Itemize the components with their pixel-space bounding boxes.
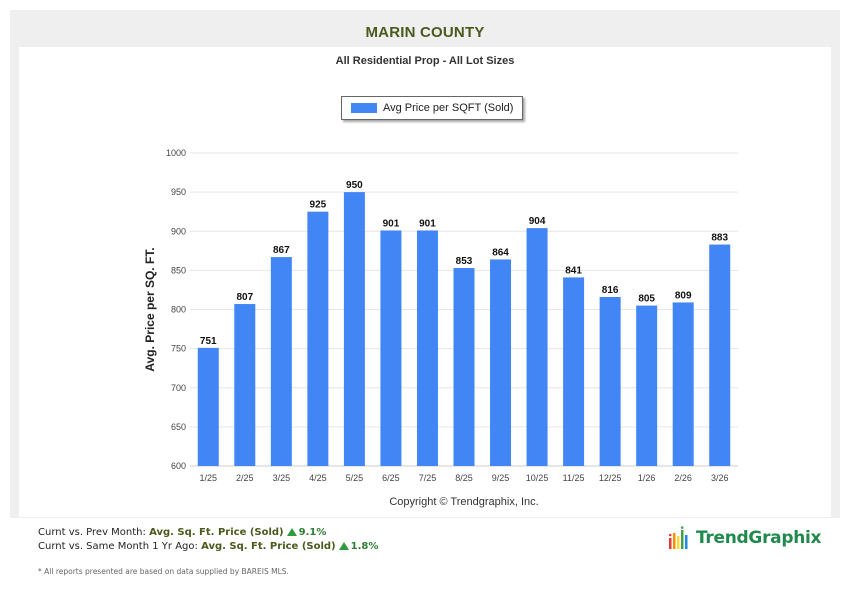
bar — [526, 228, 548, 466]
bar — [672, 302, 694, 466]
footer-prev-prefix: Curnt vs. Prev Month: — [38, 527, 146, 538]
y-tick-label: 800 — [171, 305, 186, 315]
y-tick-label: 900 — [171, 226, 186, 236]
bar — [270, 257, 292, 466]
bar-chart-logo-icon — [668, 526, 688, 549]
chart-legend[interactable]: Avg Price per SQFT (Sold) — [341, 96, 523, 120]
bar — [197, 347, 219, 466]
data-label: 751 — [200, 336, 217, 347]
data-label: 904 — [529, 216, 546, 227]
chart-subtitle: All Residential Prop - All Lot Sizes — [335, 55, 515, 67]
y-axis-title: Avg. Price per SQ. FT. — [143, 247, 157, 371]
bar — [490, 259, 512, 466]
x-tick-label: 2/26 — [674, 473, 692, 483]
bar — [343, 192, 365, 466]
brand-name: TrendGraphix — [696, 528, 822, 548]
data-label: 807 — [236, 292, 253, 303]
y-tick-label: 750 — [171, 344, 186, 354]
bar-chart: 600 650 700 750 800 850 900 950 1000 Avg. Price p… — [143, 148, 738, 508]
copyright-text: Copyright © Trendgraphix, Inc. — [389, 496, 538, 508]
x-tick-label: 12/25 — [599, 473, 622, 483]
x-tick-label: 3/25 — [273, 473, 291, 483]
bar — [563, 277, 585, 466]
x-tick-label: 1/26 — [638, 473, 656, 483]
footer-prev-metric: Avg. Sq. Ft. Price (Sold) — [149, 527, 284, 538]
bar — [453, 268, 475, 466]
y-tick-label: 1000 — [166, 148, 186, 158]
data-label: 901 — [419, 218, 436, 229]
data-label: 883 — [711, 233, 728, 244]
y-tick-label: 700 — [171, 383, 186, 393]
bar — [307, 211, 329, 466]
up-arrow-icon — [286, 528, 297, 536]
x-tick-label: 6/25 — [382, 473, 400, 483]
chart-panel: All Residential Prop - All Lot Sizes Avg… — [19, 47, 831, 517]
data-label: 950 — [346, 180, 363, 191]
data-label: 901 — [383, 218, 400, 229]
brand-logo[interactable]: TrendGraphix — [668, 525, 821, 551]
bar — [234, 304, 256, 466]
data-label: 853 — [456, 256, 473, 267]
x-tick-label: 3/26 — [711, 473, 729, 483]
y-tick-label: 650 — [171, 422, 186, 432]
bar — [636, 305, 658, 466]
footer-year-ago: Curnt vs. Same Month 1 Yr Ago: Avg. Sq. … — [38, 541, 378, 552]
data-label: 867 — [273, 245, 290, 256]
bar — [416, 230, 438, 466]
footer-prev-month: Curnt vs. Prev Month: Avg. Sq. Ft. Price… — [38, 527, 326, 538]
footer-year-prefix: Curnt vs. Same Month 1 Yr Ago: — [38, 541, 198, 552]
footer-prev-change: 9.1% — [298, 527, 327, 538]
data-label: 805 — [638, 294, 655, 305]
y-tick-label: 600 — [171, 461, 186, 471]
data-label: 841 — [565, 265, 582, 276]
disclaimer: * All reports presented are based on dat… — [38, 567, 289, 576]
bar — [599, 296, 621, 466]
data-label: 925 — [310, 200, 327, 211]
footer-year-metric: Avg. Sq. Ft. Price (Sold) — [201, 541, 336, 552]
data-label: 864 — [492, 247, 509, 258]
legend-swatch — [351, 103, 377, 113]
data-label: 809 — [675, 290, 692, 301]
x-tick-label: 1/25 — [200, 473, 218, 483]
x-tick-label: 11/25 — [563, 473, 585, 483]
data-label: 816 — [602, 285, 619, 296]
y-tick-label: 850 — [171, 265, 186, 275]
x-tick-label: 5/25 — [346, 473, 364, 483]
x-tick-label: 9/25 — [492, 473, 510, 483]
county-title: MARIN COUNTY — [365, 24, 485, 41]
report-frame: MARIN COUNTY All Residential Prop - All … — [10, 10, 840, 518]
footer-year-change: 1.8% — [350, 541, 379, 552]
bar — [709, 244, 731, 466]
y-tick-label: 950 — [171, 187, 186, 197]
bar — [380, 230, 402, 466]
x-tick-label: 4/25 — [309, 473, 327, 483]
up-arrow-icon — [338, 542, 349, 550]
x-tick-label: 2/25 — [236, 473, 254, 483]
x-tick-label: 7/25 — [419, 473, 437, 483]
legend-label: Avg Price per SQFT (Sold) — [383, 102, 514, 114]
x-tick-label: 10/25 — [526, 473, 549, 483]
x-tick-label: 8/25 — [455, 473, 473, 483]
